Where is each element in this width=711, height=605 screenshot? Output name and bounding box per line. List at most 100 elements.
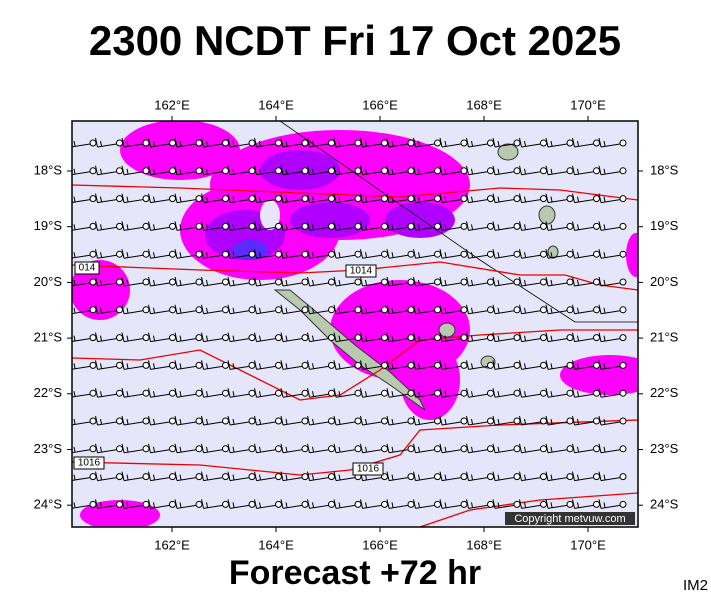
barb-feather <box>572 388 575 398</box>
barb-station <box>354 278 362 286</box>
barb-shaft <box>309 365 329 370</box>
barb-shaft <box>600 477 621 482</box>
barb-feather <box>100 168 102 174</box>
barb-station <box>434 167 441 175</box>
barb-feather <box>206 363 208 369</box>
barb-shaft <box>574 365 594 370</box>
barb-feather <box>69 388 71 397</box>
lat-label: 24°S <box>650 497 679 512</box>
barb-feather <box>333 304 337 314</box>
barb-station <box>89 222 97 230</box>
barb-shaft <box>309 310 329 315</box>
barb-feather <box>439 388 443 398</box>
barb-feather <box>100 391 102 397</box>
barb-feather <box>312 252 314 258</box>
barb-feather <box>444 502 447 508</box>
barb-station <box>222 417 229 425</box>
barb-feather <box>519 221 522 231</box>
barb-station <box>381 222 388 230</box>
barb-station <box>354 222 362 230</box>
barb-shaft <box>494 199 515 204</box>
barb-feather <box>466 415 469 426</box>
barb-shaft <box>362 504 382 509</box>
barb-feather <box>413 193 416 203</box>
barb-station <box>540 389 547 397</box>
barb-station <box>434 195 441 203</box>
barb-feather <box>413 360 416 370</box>
barb-feather <box>386 221 390 231</box>
barb-shaft <box>600 421 621 426</box>
barb-shaft <box>335 282 356 287</box>
barb-shaft <box>335 338 356 343</box>
barb-shaft <box>362 393 382 398</box>
barb-shaft <box>388 365 409 370</box>
barb-feather <box>391 252 394 258</box>
barb-feather <box>413 249 416 259</box>
barb-feather <box>95 193 98 203</box>
barb-station <box>540 278 547 286</box>
barb-station <box>540 195 547 203</box>
barb-shaft <box>72 282 91 287</box>
barb-station <box>248 167 256 175</box>
barb-shaft <box>547 282 568 287</box>
barb-feather <box>572 276 575 287</box>
barb-station <box>460 445 468 453</box>
barb-feather <box>254 388 257 398</box>
barb-station <box>381 306 388 314</box>
barb-shaft <box>123 477 144 482</box>
barb-feather <box>174 193 178 203</box>
barb-station <box>540 500 547 508</box>
barb-feather <box>603 279 606 286</box>
barb-feather <box>100 196 102 202</box>
barb-feather <box>439 360 443 370</box>
barb-station <box>460 195 468 203</box>
barb-feather <box>69 138 71 147</box>
barb-feather <box>312 196 314 202</box>
barb-feather <box>254 137 257 148</box>
barb-feather <box>572 304 575 314</box>
lat-label: 22°S <box>650 385 679 400</box>
barb-feather <box>466 499 469 509</box>
barb-feather <box>100 224 102 230</box>
barb-feather <box>572 415 575 426</box>
barb-station <box>566 250 574 258</box>
barb-feather <box>519 388 522 398</box>
barb-shaft <box>441 338 462 343</box>
barb-station <box>381 417 388 425</box>
barb-feather <box>153 391 155 397</box>
barb-feather <box>545 332 549 342</box>
barb-feather <box>95 415 98 426</box>
barb-shaft <box>441 199 462 204</box>
barb-feather <box>73 391 76 397</box>
barb-station <box>169 306 176 314</box>
barb-shaft <box>176 449 197 454</box>
barb-shaft <box>441 226 462 231</box>
barb-shaft <box>468 310 488 315</box>
barb-shaft <box>123 365 144 370</box>
barb-feather <box>492 388 496 398</box>
barb-station <box>593 250 600 258</box>
barb-station <box>301 250 309 258</box>
barb-feather <box>201 137 204 148</box>
lat-label: 20°S <box>650 274 679 289</box>
lat-label: 24°S <box>34 497 63 512</box>
barb-station <box>248 389 256 397</box>
barb-shaft <box>335 199 356 204</box>
barb-station <box>407 222 415 230</box>
barb-feather <box>259 252 261 258</box>
barb-station <box>487 473 494 481</box>
barb-station <box>407 417 415 425</box>
barb-feather <box>121 499 125 509</box>
isobar-label-box <box>74 261 100 275</box>
barb-shaft <box>362 199 382 204</box>
barb-feather <box>201 165 204 175</box>
wind-barbs <box>69 137 627 509</box>
barb-feather <box>545 221 549 231</box>
barb-feather <box>471 446 473 452</box>
barb-station <box>142 361 150 369</box>
forecast-label: Forecast +72 hr <box>229 554 481 592</box>
barb-station <box>487 222 494 230</box>
barb-shaft <box>415 477 435 482</box>
barb-shaft <box>415 199 435 204</box>
barb-shaft <box>72 199 91 203</box>
